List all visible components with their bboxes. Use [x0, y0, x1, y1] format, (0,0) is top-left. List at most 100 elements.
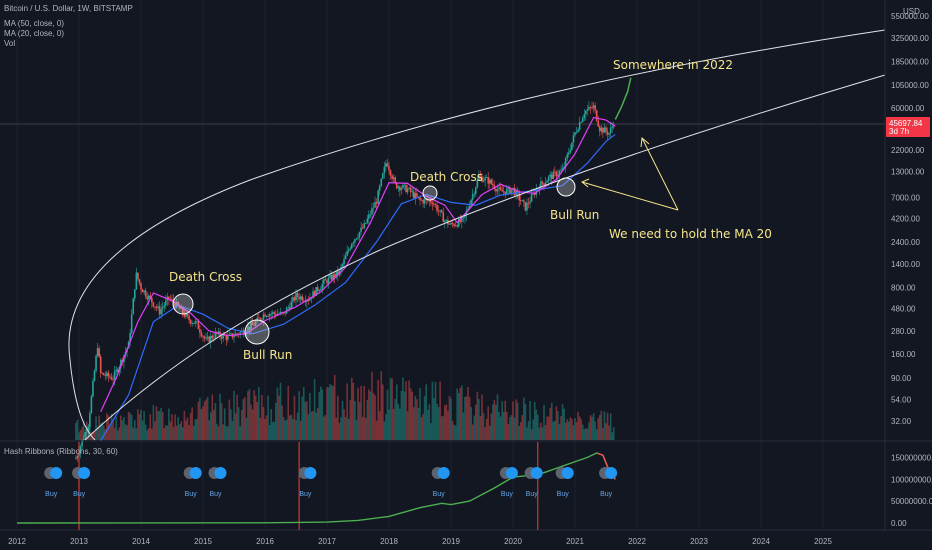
volume-bar: [544, 425, 547, 440]
volume-bar: [454, 425, 457, 440]
candle-body: [222, 334, 224, 339]
volume-bar: [282, 417, 285, 440]
candle-body: [459, 218, 462, 222]
candle-body: [366, 218, 369, 224]
candle-body: [484, 177, 486, 181]
volume-bar: [76, 419, 79, 440]
buy-label: Buy: [433, 491, 446, 498]
volume-bar: [589, 415, 592, 440]
volume-bar: [211, 394, 214, 440]
buy-signal-dot: [214, 467, 227, 479]
volume-bar: [568, 421, 570, 440]
volume-bar: [264, 419, 266, 440]
volume-bar: [588, 422, 590, 440]
volume-bar: [574, 418, 576, 440]
volume-bar: [419, 387, 421, 440]
volume-bar: [250, 404, 252, 440]
volume-bar: [462, 412, 465, 440]
volume-bar: [101, 421, 104, 440]
candle-body: [361, 227, 364, 229]
volume-bar: [437, 407, 440, 440]
volume-bar: [380, 371, 383, 440]
candle-body: [420, 199, 423, 201]
volume-bar: [456, 388, 458, 440]
candle-body: [343, 259, 345, 265]
candle-body: [391, 175, 393, 180]
volume-bar: [89, 422, 91, 440]
time-axis: 2012 2013 2014 2015 2016 2017 2018 2019 2020 2021…: [8, 537, 832, 546]
hold-ma-label: We need to hold the MA 20: [609, 227, 772, 241]
candle-body: [509, 186, 511, 194]
candle-body: [544, 182, 547, 185]
volume-bar: [130, 414, 133, 440]
candle-body: [606, 131, 609, 135]
candle-body: [611, 126, 613, 128]
volume-bar: [275, 402, 277, 440]
volume-bar: [206, 396, 209, 440]
volume-bar: [445, 404, 448, 440]
volume-bar: [464, 396, 466, 440]
volume-bar: [423, 396, 426, 440]
volume-bar: [141, 420, 144, 440]
candle-body: [295, 293, 297, 301]
candle-body: [76, 456, 79, 459]
volume-bar: [358, 402, 361, 440]
volume-bar: [225, 426, 228, 440]
channel-upper: [68, 29, 886, 441]
volume-bar: [506, 412, 508, 440]
candle-body: [188, 315, 190, 320]
volume-bar: [213, 409, 215, 440]
candle-body: [375, 202, 378, 204]
volume-bar: [152, 405, 155, 440]
volume-bar: [327, 387, 330, 440]
bull-run-circle-1: [244, 319, 270, 345]
candle-body: [233, 336, 235, 338]
volume-bar: [118, 427, 121, 440]
candle-body: [547, 176, 550, 181]
candle-body: [513, 187, 516, 196]
candle-body: [310, 297, 313, 299]
y-tick-label: 1400.00: [891, 260, 920, 269]
candle-body: [437, 210, 440, 212]
volume-bar: [160, 407, 162, 440]
volume-bar: [397, 403, 400, 440]
candle-body: [478, 175, 480, 181]
candle-body: [239, 331, 241, 335]
volume-bar: [595, 429, 598, 440]
candle-body: [326, 280, 328, 284]
volume-bar: [355, 419, 358, 440]
candle-body: [196, 321, 198, 323]
volume-bar: [394, 398, 396, 440]
volume-bar: [248, 389, 251, 440]
volume-bar: [202, 406, 204, 440]
candle-body: [206, 336, 209, 339]
volume-bar: [230, 409, 232, 440]
candle-body: [155, 306, 158, 308]
volume-bar: [259, 418, 262, 440]
candle-body: [202, 336, 204, 338]
volume-bar: [268, 424, 271, 440]
volume-bar: [247, 391, 249, 440]
candle-body: [293, 297, 296, 301]
candle-body: [568, 152, 570, 155]
volume-bar: [487, 406, 489, 440]
candle-body: [555, 171, 558, 177]
x-tick-label: 2022: [628, 537, 646, 546]
volume-bar: [330, 385, 333, 440]
volume-bar: [414, 395, 417, 440]
volume-bar: [315, 412, 317, 440]
volume-bar: [602, 427, 604, 440]
volume-bar: [510, 415, 513, 440]
candle-body: [389, 170, 392, 176]
candle-body: [529, 201, 531, 204]
candle-body: [422, 200, 424, 204]
candle-body: [247, 326, 249, 333]
volume-bar: [540, 422, 542, 440]
y-tick-label: 32.00: [891, 417, 912, 426]
volume-bar: [321, 389, 324, 440]
volume-bar: [442, 416, 445, 440]
volume-bar: [169, 421, 172, 440]
volume-bar: [191, 407, 193, 440]
volume-bar: [168, 408, 170, 440]
